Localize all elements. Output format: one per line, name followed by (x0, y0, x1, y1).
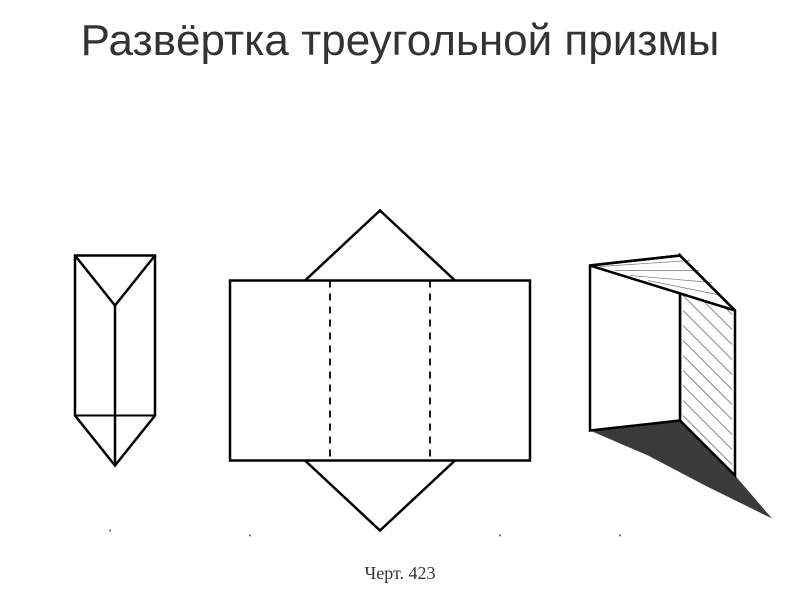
center-net (230, 210, 530, 530)
print-dots (109, 529, 621, 536)
figure-area (0, 78, 800, 553)
left-prism (75, 255, 155, 465)
right-prism (590, 255, 772, 518)
slide-container: Развёртка треугольной призмы (0, 0, 800, 600)
diagram-svg (0, 78, 800, 553)
page-title: Развёртка треугольной призмы (0, 0, 800, 78)
figure-caption: Черт. 423 (0, 553, 800, 614)
